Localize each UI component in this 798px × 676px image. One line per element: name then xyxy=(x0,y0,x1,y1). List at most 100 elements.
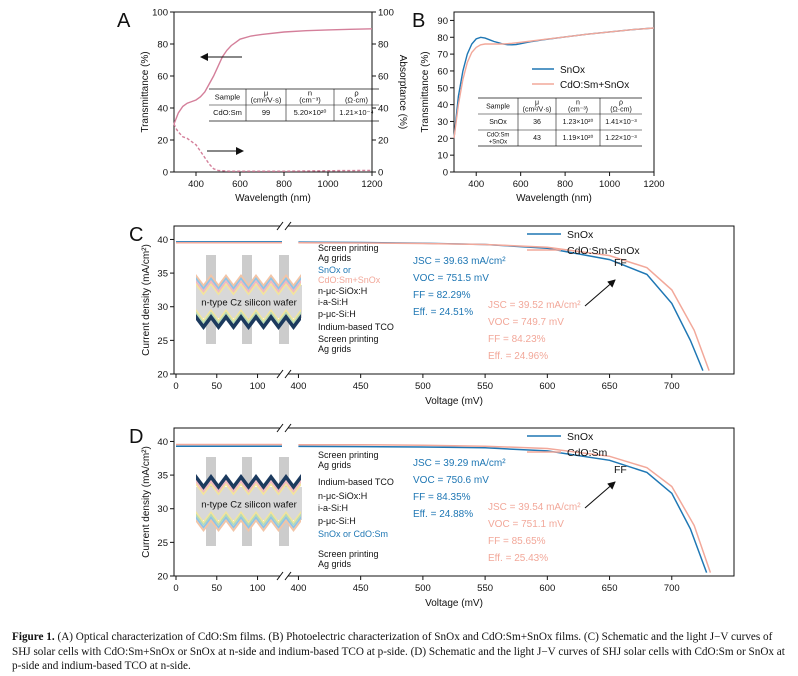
y-axis-title: Current density (mA/cm²) xyxy=(141,244,152,356)
table-header: (cm²/V·s) xyxy=(251,96,282,105)
y-tick-label: 90 xyxy=(437,16,448,27)
layer-i-asi xyxy=(196,283,301,296)
table-cell: CdO:Sm xyxy=(213,108,242,117)
y-tick-label: 60 xyxy=(157,72,168,83)
x-tick-label: 650 xyxy=(602,381,618,392)
stat-blue: Eff. = 24.88% xyxy=(413,509,473,520)
y-axis-title: Transmittance (%) xyxy=(140,51,151,132)
layer-label: Screen printing xyxy=(318,549,379,559)
x-tick-label: 100 xyxy=(250,381,266,392)
layer-label: CdO:Sm+SnOx xyxy=(318,275,381,285)
table-header: n xyxy=(576,100,580,107)
layer-p-si xyxy=(196,513,301,526)
stat-pink: FF = 84.23% xyxy=(488,334,546,345)
axis-break-mark xyxy=(284,423,292,433)
table-cell: +SnOx xyxy=(489,140,507,146)
y-tick-label: 80 xyxy=(437,33,448,44)
panel-label: A xyxy=(117,10,131,32)
jv-curve xyxy=(298,242,710,371)
y-tick-label: 40 xyxy=(157,437,168,448)
table-header: μ xyxy=(535,100,539,107)
x-tick-label: 1000 xyxy=(317,179,338,190)
table-cell: 5.20×10²⁰ xyxy=(294,108,327,117)
layer-snox xyxy=(196,516,301,529)
legend-label: SnOx xyxy=(567,431,594,443)
table-header: Sample xyxy=(215,92,240,101)
stat-blue: Eff. = 24.51% xyxy=(413,307,473,318)
layer-cdo-sm xyxy=(196,519,301,532)
y-tick-label: 0 xyxy=(163,168,168,179)
y-tick-label: 40 xyxy=(157,104,168,115)
layer-label: i-a-Si:H xyxy=(318,503,348,513)
layer-snox xyxy=(196,277,301,290)
y-tick-label: 40 xyxy=(157,235,168,246)
layer-label: n-μc-SiOx:H xyxy=(318,286,367,296)
layer-label: Ag grids xyxy=(318,559,352,569)
y2-tick-label: 40 xyxy=(378,104,389,115)
x-tick-label: 700 xyxy=(664,583,680,594)
stat-blue: VOC = 751.5 mV xyxy=(413,273,489,284)
layer-label: Screen printing xyxy=(318,243,379,253)
panel-label: D xyxy=(129,426,143,448)
table-header: ρ xyxy=(354,89,358,98)
table-header: Sample xyxy=(486,103,510,110)
table-cell: 1.22×10⁻³ xyxy=(605,135,637,142)
layer-label: p-μc-Si:H xyxy=(318,309,356,319)
x-tick-label: 700 xyxy=(664,381,680,392)
y-tick-label: 35 xyxy=(157,471,168,482)
x-tick-label: 500 xyxy=(415,583,431,594)
series-line xyxy=(173,123,373,172)
x-tick-label: 650 xyxy=(602,583,618,594)
axis-break-mark xyxy=(276,221,284,231)
table-cell: 1.23×10²⁰ xyxy=(563,118,594,126)
stat-pink: VOC = 751.1 mV xyxy=(488,519,564,530)
table-header: (Ω·cm) xyxy=(610,107,632,114)
series-line xyxy=(453,27,655,139)
x-tick-label: 600 xyxy=(513,179,529,190)
y-tick-label: 20 xyxy=(157,136,168,147)
stat-blue: VOC = 750.6 mV xyxy=(413,475,489,486)
legend-label: CdO:Sm+SnOx xyxy=(560,80,629,91)
y-tick-label: 35 xyxy=(157,269,168,280)
x-tick-label: 600 xyxy=(539,583,555,594)
table-cell: 99 xyxy=(262,108,270,117)
x-tick-label: 550 xyxy=(477,381,493,392)
wafer-label: n-type Cz silicon wafer xyxy=(201,298,297,309)
x-tick-label: 0 xyxy=(173,583,178,594)
table-cell: SnOx xyxy=(489,119,507,126)
layer-n-sioh xyxy=(196,280,301,293)
caption-label: Figure 1. xyxy=(12,631,55,643)
y-tick-label: 25 xyxy=(157,538,168,549)
panel-c: C 0 50 100 400 450 500 550 600 650 700 20 25 30 35 40 Vo… xyxy=(129,221,735,407)
layer-label: Screen printing xyxy=(318,334,379,344)
y2-tick-label: 100 xyxy=(378,8,394,19)
y2-tick-label: 60 xyxy=(378,72,389,83)
y-tick-label: 30 xyxy=(437,117,448,128)
x-axis-title: Wavelength (nm) xyxy=(235,193,311,204)
caption-text: (A) Optical characterization of CdO:Sm f… xyxy=(12,631,785,672)
panel-d: D 0 50 100 400 450 500 550 600 650 700 20 25 30 35 40 Vo… xyxy=(129,423,735,609)
table-header: (cm⁻³) xyxy=(299,96,321,105)
y-tick-label: 25 xyxy=(157,336,168,347)
property-table: Sample μ(cm²/V·s) n(cm⁻³) ρ(Ω·cm) SnOx 36 1.23… xyxy=(478,97,642,147)
layer-i-asi-back xyxy=(196,511,301,524)
axis-break-mark xyxy=(284,369,292,379)
legend-label: CdO:Sm xyxy=(567,447,608,459)
x-tick-label: 600 xyxy=(539,381,555,392)
axis-break-mark xyxy=(284,571,292,581)
stat-pink: Eff. = 24.96% xyxy=(488,351,548,362)
y-tick-label: 40 xyxy=(437,100,448,111)
y-tick-label: 0 xyxy=(443,168,448,179)
ff-arrow xyxy=(584,279,616,307)
layer-p-si xyxy=(196,311,301,324)
x-tick-label: 1200 xyxy=(361,179,382,190)
ff-label: FF xyxy=(614,464,627,476)
panel-b: B 400 600 800 1000 1200 0 10 20 30 40 50 60 70 80 90 Wav… xyxy=(412,10,665,204)
table-cell: 1.41×10⁻³ xyxy=(605,119,637,126)
y-tick-label: 20 xyxy=(157,370,168,381)
jv-curve xyxy=(298,445,708,573)
stat-pink: FF = 85.65% xyxy=(488,536,546,547)
y2-axis-title: Absorptance (%) xyxy=(397,55,408,129)
